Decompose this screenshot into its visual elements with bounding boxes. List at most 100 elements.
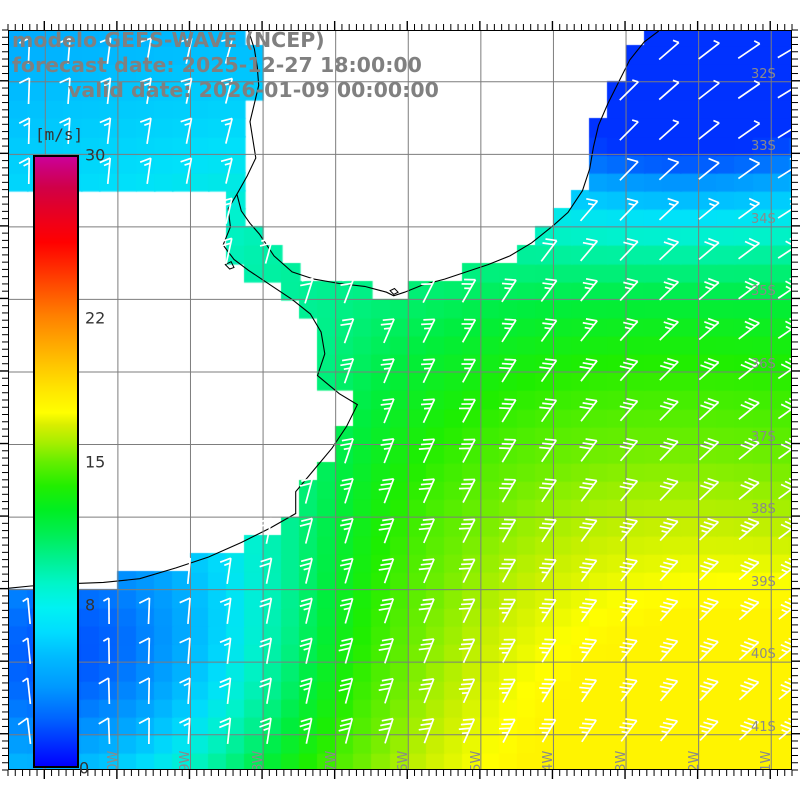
barb-half-feather [183,722,190,727]
wind-barb [299,477,314,504]
barb-shaft [423,638,435,664]
barb-full-feather [422,518,435,521]
barb-half-feather [343,447,351,451]
barb-shaft [185,118,193,144]
barb-full-feather [659,404,672,410]
barb-half-feather [631,119,639,123]
barb-half-feather [224,162,232,166]
barb-shaft [619,201,639,221]
barb-full-feather [420,682,433,686]
wind-barb [619,397,639,422]
wind-barb-overlay [17,37,791,745]
barb-shaft [619,440,639,462]
barb-full-feather [666,677,678,682]
barb-full-feather [541,562,554,566]
barb-full-feather [744,440,756,447]
barb-full-feather [622,401,635,406]
barb-full-feather [579,526,591,530]
barb-full-feather [300,517,313,523]
barb-shaft [461,319,477,343]
barb-full-feather [218,722,231,729]
wind-barb [138,717,150,745]
barb-full-feather [584,718,597,722]
barb-shaft [738,202,760,220]
barb-full-feather [743,641,756,647]
barb-full-feather [341,517,354,522]
barb-full-feather [299,722,311,728]
wind-barb [59,117,71,145]
wind-barb [777,277,791,299]
barb-full-feather [341,637,353,642]
map-plot-area[interactable]: 61W60W59W58W57W56W55W54W53W52W51W32S33S3… [8,30,792,770]
barb-shaft [659,361,679,381]
barb-shaft [541,639,557,663]
barb-half-feather [664,326,672,330]
barb-full-feather [747,637,759,644]
barb-full-feather [619,525,632,530]
barb-shaft [26,677,32,705]
lon-tick-label: 56W [396,750,412,770]
barb-half-feather [672,119,679,124]
barb-shaft [778,562,791,580]
barb-shaft [186,557,192,585]
barb-full-feather [788,717,791,724]
barb-full-feather [744,280,756,287]
barb-half-feather [621,730,628,734]
wind-barb [619,357,639,382]
barb-full-feather [504,358,516,361]
barb-full-feather [541,682,554,685]
barb-full-feather [666,437,679,443]
wind-barb [777,397,791,420]
barb-full-feather [59,117,71,124]
barb-shaft [501,479,517,503]
barb-full-feather [380,322,393,326]
barb-shaft [383,318,395,344]
wind-barb [659,437,679,461]
barb-full-feather [338,687,350,692]
barb-shaft [501,519,517,543]
wind-barb [179,557,192,585]
wind-barb [499,358,517,383]
barb-shaft [383,478,395,504]
barb-shaft [541,679,557,703]
barb-full-feather [299,562,312,567]
barb-full-feather [544,598,556,601]
barb-half-feather [464,327,471,330]
barb-full-feather [338,647,351,652]
barb-half-feather [504,327,511,330]
barb-full-feather [707,597,719,603]
barb-full-feather [626,157,639,163]
barb-full-feather [622,441,635,446]
wind-barb [698,119,720,140]
barb-full-feather [784,560,791,567]
barb-half-feather [789,202,791,208]
barb-full-feather [626,357,638,363]
barb-full-feather [380,442,393,446]
barb-half-feather [705,326,712,330]
barb-shaft [67,37,71,65]
barb-shaft [579,240,599,262]
barb-full-feather [666,517,679,523]
barb-shaft [778,602,791,620]
barb-full-feather [789,157,791,165]
barb-half-feather [103,162,111,167]
barb-full-feather [501,322,514,326]
barb-shaft [777,163,791,179]
barb-full-feather [418,487,431,491]
barb-full-feather [626,237,639,243]
barb-full-feather [461,483,473,486]
barb-shaft [502,679,516,703]
barb-full-feather [380,482,392,486]
barb-shaft [619,480,639,502]
barb-full-feather [299,642,312,648]
barb-shaft [106,157,112,185]
barb-half-feather [781,729,788,734]
barb-shaft [423,558,435,584]
barb-half-feather [781,608,788,614]
barb-full-feather [378,607,391,611]
barb-full-feather [342,317,354,322]
barb-shaft [581,719,597,743]
wind-barb [658,119,680,141]
wind-barb [299,597,313,624]
wind-barb [461,318,477,343]
